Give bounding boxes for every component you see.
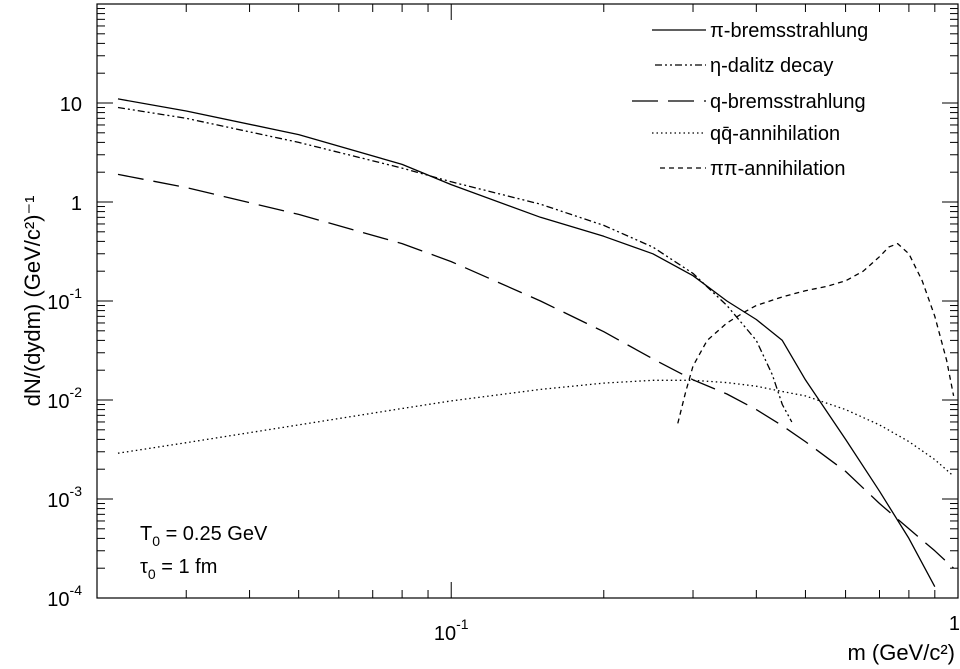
legend-swatches bbox=[632, 29, 706, 169]
x-tick-label: 10-1 bbox=[434, 616, 469, 645]
parameter-annotation: T0 = 0.25 GeV τ0 = 1 fm bbox=[140, 523, 268, 582]
y-tick-label: 10-1 bbox=[47, 285, 82, 314]
legend-label-pi-brems: π-bremsstrahlung bbox=[710, 20, 868, 42]
legend-label-pipi-ann: ππ-annihilation bbox=[710, 158, 845, 180]
y-tick-label: 10 bbox=[60, 94, 82, 116]
y-axis-label: dN/(dydm) (GeV/c²)⁻¹ bbox=[20, 196, 45, 407]
legend: π-bremsstrahlung η-dalitz decay q-bremss… bbox=[632, 20, 868, 180]
x-axis-label: m (GeV/c²) bbox=[847, 640, 955, 665]
series-line-4 bbox=[677, 242, 955, 424]
series-line-0 bbox=[117, 98, 936, 588]
series-line-2 bbox=[117, 173, 955, 569]
tick-labels: 10 1 10-1 10-2 10-3 10-4 10-1 1 bbox=[47, 94, 960, 645]
x-tick-label: 1 bbox=[949, 613, 960, 635]
annotation-temperature: T0 = 0.25 GeV bbox=[140, 523, 268, 549]
series-line-3 bbox=[117, 379, 955, 477]
y-tick-label: 1 bbox=[71, 193, 82, 215]
legend-label-eta-dalitz: η-dalitz decay bbox=[710, 55, 833, 77]
series-curves bbox=[117, 98, 955, 588]
y-tick-label: 10-4 bbox=[47, 582, 82, 611]
legend-label-q-brems: q-bremsstrahlung bbox=[710, 91, 866, 113]
y-tick-label: 10-2 bbox=[47, 384, 82, 413]
axis-ticks bbox=[96, 4, 959, 599]
series-line-1 bbox=[117, 106, 793, 423]
y-tick-label: 10-3 bbox=[47, 483, 82, 512]
annotation-tau: τ0 = 1 fm bbox=[140, 556, 217, 582]
legend-label-qqbar-ann: qq̄-annihilation bbox=[710, 123, 840, 145]
